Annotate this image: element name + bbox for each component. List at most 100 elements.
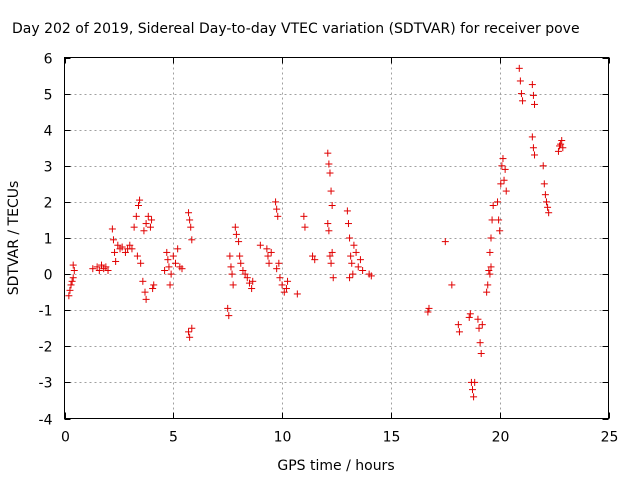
data-point xyxy=(185,209,193,217)
data-point xyxy=(264,252,272,260)
data-point xyxy=(273,265,281,273)
data-point xyxy=(483,288,491,296)
data-point xyxy=(144,212,152,220)
data-point xyxy=(554,147,562,155)
data-point xyxy=(346,274,354,282)
data-point xyxy=(529,91,537,99)
data-point xyxy=(309,252,317,260)
data-point xyxy=(112,257,120,265)
data-point xyxy=(142,220,150,228)
data-point xyxy=(284,277,292,285)
data-point xyxy=(132,212,140,220)
data-point xyxy=(67,281,75,289)
data-point xyxy=(237,259,245,267)
data-point xyxy=(347,252,355,260)
data-point xyxy=(226,252,234,260)
data-point xyxy=(349,270,357,278)
data-point xyxy=(327,187,335,195)
data-point xyxy=(424,308,432,316)
x-tick-label: 0 xyxy=(61,430,70,446)
x-tick-label: 20 xyxy=(492,430,510,446)
data-point xyxy=(486,248,494,256)
data-point xyxy=(267,248,275,256)
data-point xyxy=(118,243,126,251)
data-point xyxy=(185,328,193,336)
data-point xyxy=(344,220,352,228)
data-point xyxy=(501,165,509,173)
x-axis-label: GPS time / hours xyxy=(277,458,394,474)
data-point xyxy=(69,261,77,269)
data-point xyxy=(477,350,485,358)
data-point xyxy=(328,248,336,256)
data-point xyxy=(102,263,110,271)
data-point xyxy=(326,169,334,177)
data-point xyxy=(485,266,493,274)
data-point xyxy=(469,386,476,394)
data-point xyxy=(528,81,536,89)
data-point xyxy=(149,285,157,293)
data-point xyxy=(354,263,362,271)
data-point xyxy=(455,328,463,336)
data-point xyxy=(272,198,280,206)
data-point xyxy=(93,263,101,271)
data-point xyxy=(328,202,336,210)
data-point xyxy=(224,304,232,312)
data-point xyxy=(343,207,351,215)
data-point xyxy=(519,97,527,105)
x-tick-label: 25 xyxy=(601,430,619,446)
data-point xyxy=(348,259,356,267)
data-point xyxy=(454,321,462,329)
data-point xyxy=(232,230,240,238)
y-tick-label: -3 xyxy=(39,376,53,392)
data-point xyxy=(166,281,174,289)
data-point xyxy=(225,312,233,320)
data-point xyxy=(171,259,179,267)
data-point xyxy=(188,236,196,244)
data-point xyxy=(478,321,486,329)
data-point xyxy=(263,245,271,253)
data-point xyxy=(486,270,494,278)
data-point xyxy=(126,241,134,249)
data-point xyxy=(121,248,129,256)
data-point xyxy=(293,290,301,298)
data-point xyxy=(109,236,117,244)
grid xyxy=(64,57,609,419)
data-point xyxy=(167,270,175,278)
x-tick-label: 5 xyxy=(169,430,178,446)
data-point xyxy=(515,64,523,72)
data-point xyxy=(471,378,479,386)
data-point xyxy=(174,245,182,253)
data-point xyxy=(475,324,483,332)
data-point xyxy=(165,263,173,271)
data-point xyxy=(128,245,136,253)
data-point xyxy=(256,241,264,249)
data-point xyxy=(66,286,74,294)
data-point xyxy=(497,180,505,188)
data-point xyxy=(95,266,103,274)
data-point xyxy=(544,203,552,211)
data-point xyxy=(350,241,358,249)
data-point xyxy=(150,281,158,289)
data-point xyxy=(325,227,333,235)
data-point xyxy=(324,149,332,157)
data-point xyxy=(329,274,337,282)
data-point xyxy=(539,162,547,170)
data-point xyxy=(111,248,119,256)
data-point xyxy=(70,266,78,274)
data-point xyxy=(163,248,171,256)
y-tick-labels: -4 -3 -2 -1 0 1 2 3 4 5 6 xyxy=(39,52,53,429)
data-point xyxy=(301,223,309,231)
data-point xyxy=(352,248,360,256)
data-point xyxy=(558,137,566,145)
data-point xyxy=(499,155,507,163)
data-point xyxy=(68,277,76,285)
data-point xyxy=(245,279,253,287)
data-point xyxy=(465,313,473,321)
data-point xyxy=(235,238,243,246)
data-point xyxy=(146,223,154,231)
data-point xyxy=(496,227,504,235)
data-point xyxy=(488,216,496,224)
data-point xyxy=(559,144,567,152)
data-point xyxy=(243,274,251,282)
data-point xyxy=(494,198,502,206)
